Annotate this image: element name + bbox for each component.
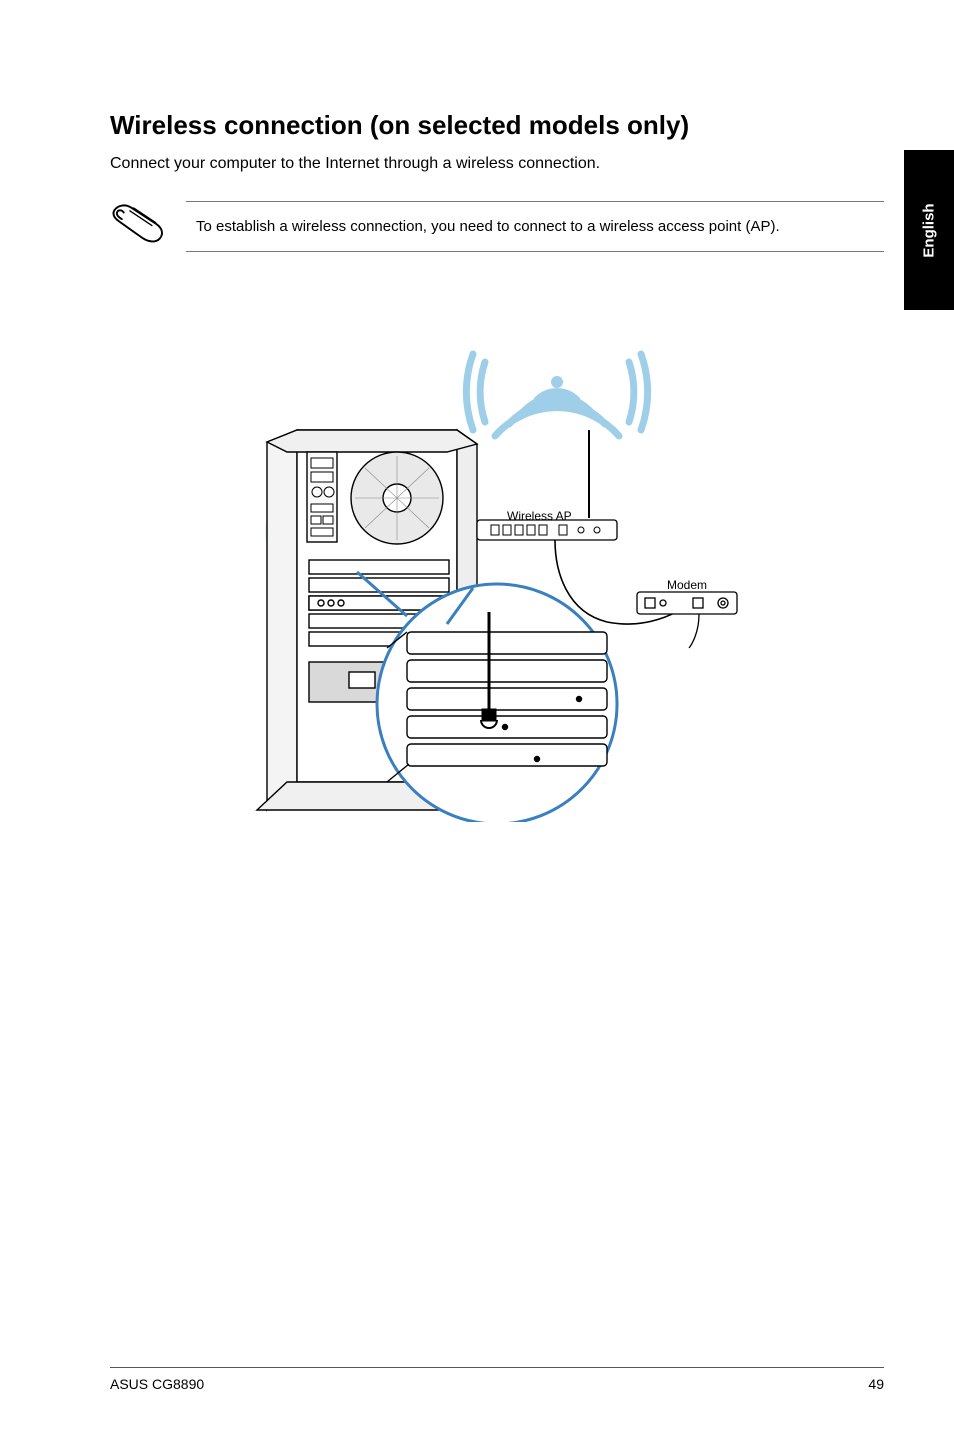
language-side-tab-label: English xyxy=(921,203,938,257)
language-side-tab: English xyxy=(904,150,954,310)
wireless-ap-label: Wireless AP xyxy=(507,509,572,523)
footer-page-number: 49 xyxy=(868,1376,884,1392)
modem-icon xyxy=(637,592,737,648)
footer-product: ASUS CG8890 xyxy=(110,1376,204,1392)
page-footer: ASUS CG8890 49 xyxy=(110,1367,884,1392)
modem-label: Modem xyxy=(667,578,707,592)
page: English Wireless connection (on selected… xyxy=(0,0,954,1438)
connection-diagram: Wireless AP Modem xyxy=(237,312,757,822)
intro-paragraph: Connect your computer to the Internet th… xyxy=(110,155,884,173)
wifi-signal-icon xyxy=(466,354,647,436)
note-block: To establish a wireless connection, you … xyxy=(110,201,884,252)
section-heading: Wireless connection (on selected models … xyxy=(110,110,884,141)
wireless-ap-icon xyxy=(477,430,617,540)
note-hand-icon xyxy=(110,201,168,248)
note-text: To establish a wireless connection, you … xyxy=(186,201,884,252)
